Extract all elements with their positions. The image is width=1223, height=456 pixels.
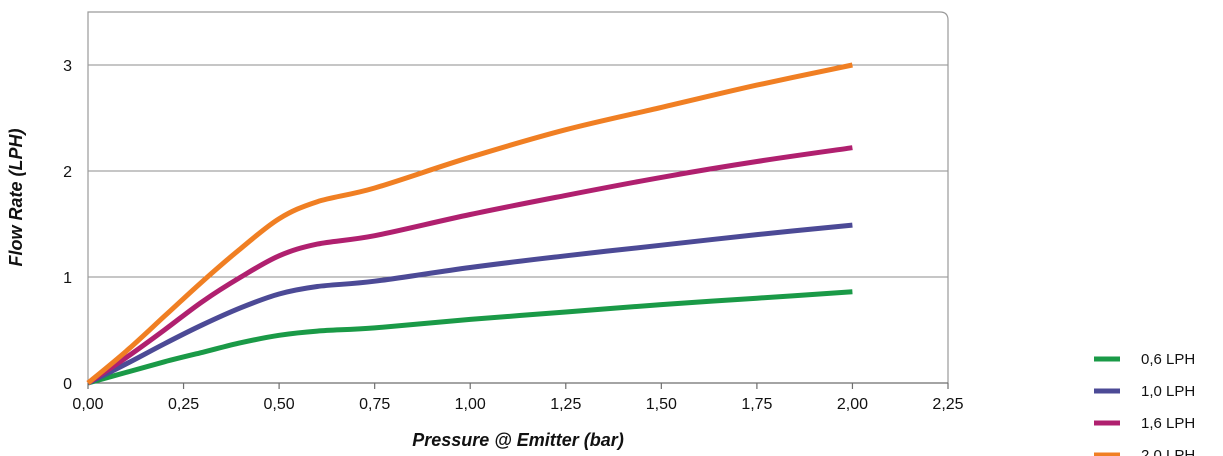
- grid-lines: [88, 64, 948, 278]
- series-lines: [86, 62, 853, 386]
- series-line-1: [87, 289, 853, 386]
- legend-label: 1,0 LPH: [1141, 383, 1195, 400]
- legend-item: 0,6 LPH: [1094, 351, 1195, 368]
- x-tick-label: 2,25: [932, 396, 963, 413]
- legend-label: 0,6 LPH: [1141, 351, 1195, 368]
- series-line-3: [86, 145, 853, 386]
- plot-area-frame: [87, 11, 949, 383]
- y-tick-labels: 0 1 2 3: [63, 58, 72, 393]
- x-tick-label: 1,50: [646, 396, 677, 413]
- y-tick-label: 3: [63, 58, 72, 75]
- x-tick-label: 0,50: [264, 396, 295, 413]
- legend-item: 1,6 LPH: [1094, 415, 1195, 432]
- legend: 0,6 LPH 1,0 LPH 1,6 LPH 2,0 LPH: [1094, 351, 1195, 456]
- series-line-2: [86, 222, 853, 386]
- y-tick-label: 0: [63, 376, 72, 393]
- legend-label: 2,0 LPH: [1141, 447, 1195, 456]
- series-line-4: [86, 62, 853, 385]
- legend-item: 2,0 LPH: [1094, 447, 1195, 456]
- y-axis-title: Flow Rate (LPH): [6, 128, 26, 266]
- legend-label: 1,6 LPH: [1141, 415, 1195, 432]
- y-tick-label: 1: [63, 270, 72, 287]
- x-tick-label: 0,75: [359, 396, 390, 413]
- legend-item: 1,0 LPH: [1094, 383, 1195, 400]
- x-tick-label: 2,00: [837, 396, 868, 413]
- x-axis-title: Pressure @ Emitter (bar): [412, 430, 624, 450]
- y-tick-label: 2: [63, 164, 72, 181]
- x-tick-label: 1,75: [741, 396, 772, 413]
- x-tick-label: 0,00: [72, 396, 103, 413]
- x-tick-label: 0,25: [168, 396, 199, 413]
- x-axis: [87, 382, 949, 389]
- x-tick-labels: 0,00 0,25 0,50 0,75 1,00 1,25 1,50 1,75 2,00 2,25: [72, 396, 963, 413]
- x-tick-label: 1,00: [455, 396, 486, 413]
- x-tick-label: 1,25: [550, 396, 581, 413]
